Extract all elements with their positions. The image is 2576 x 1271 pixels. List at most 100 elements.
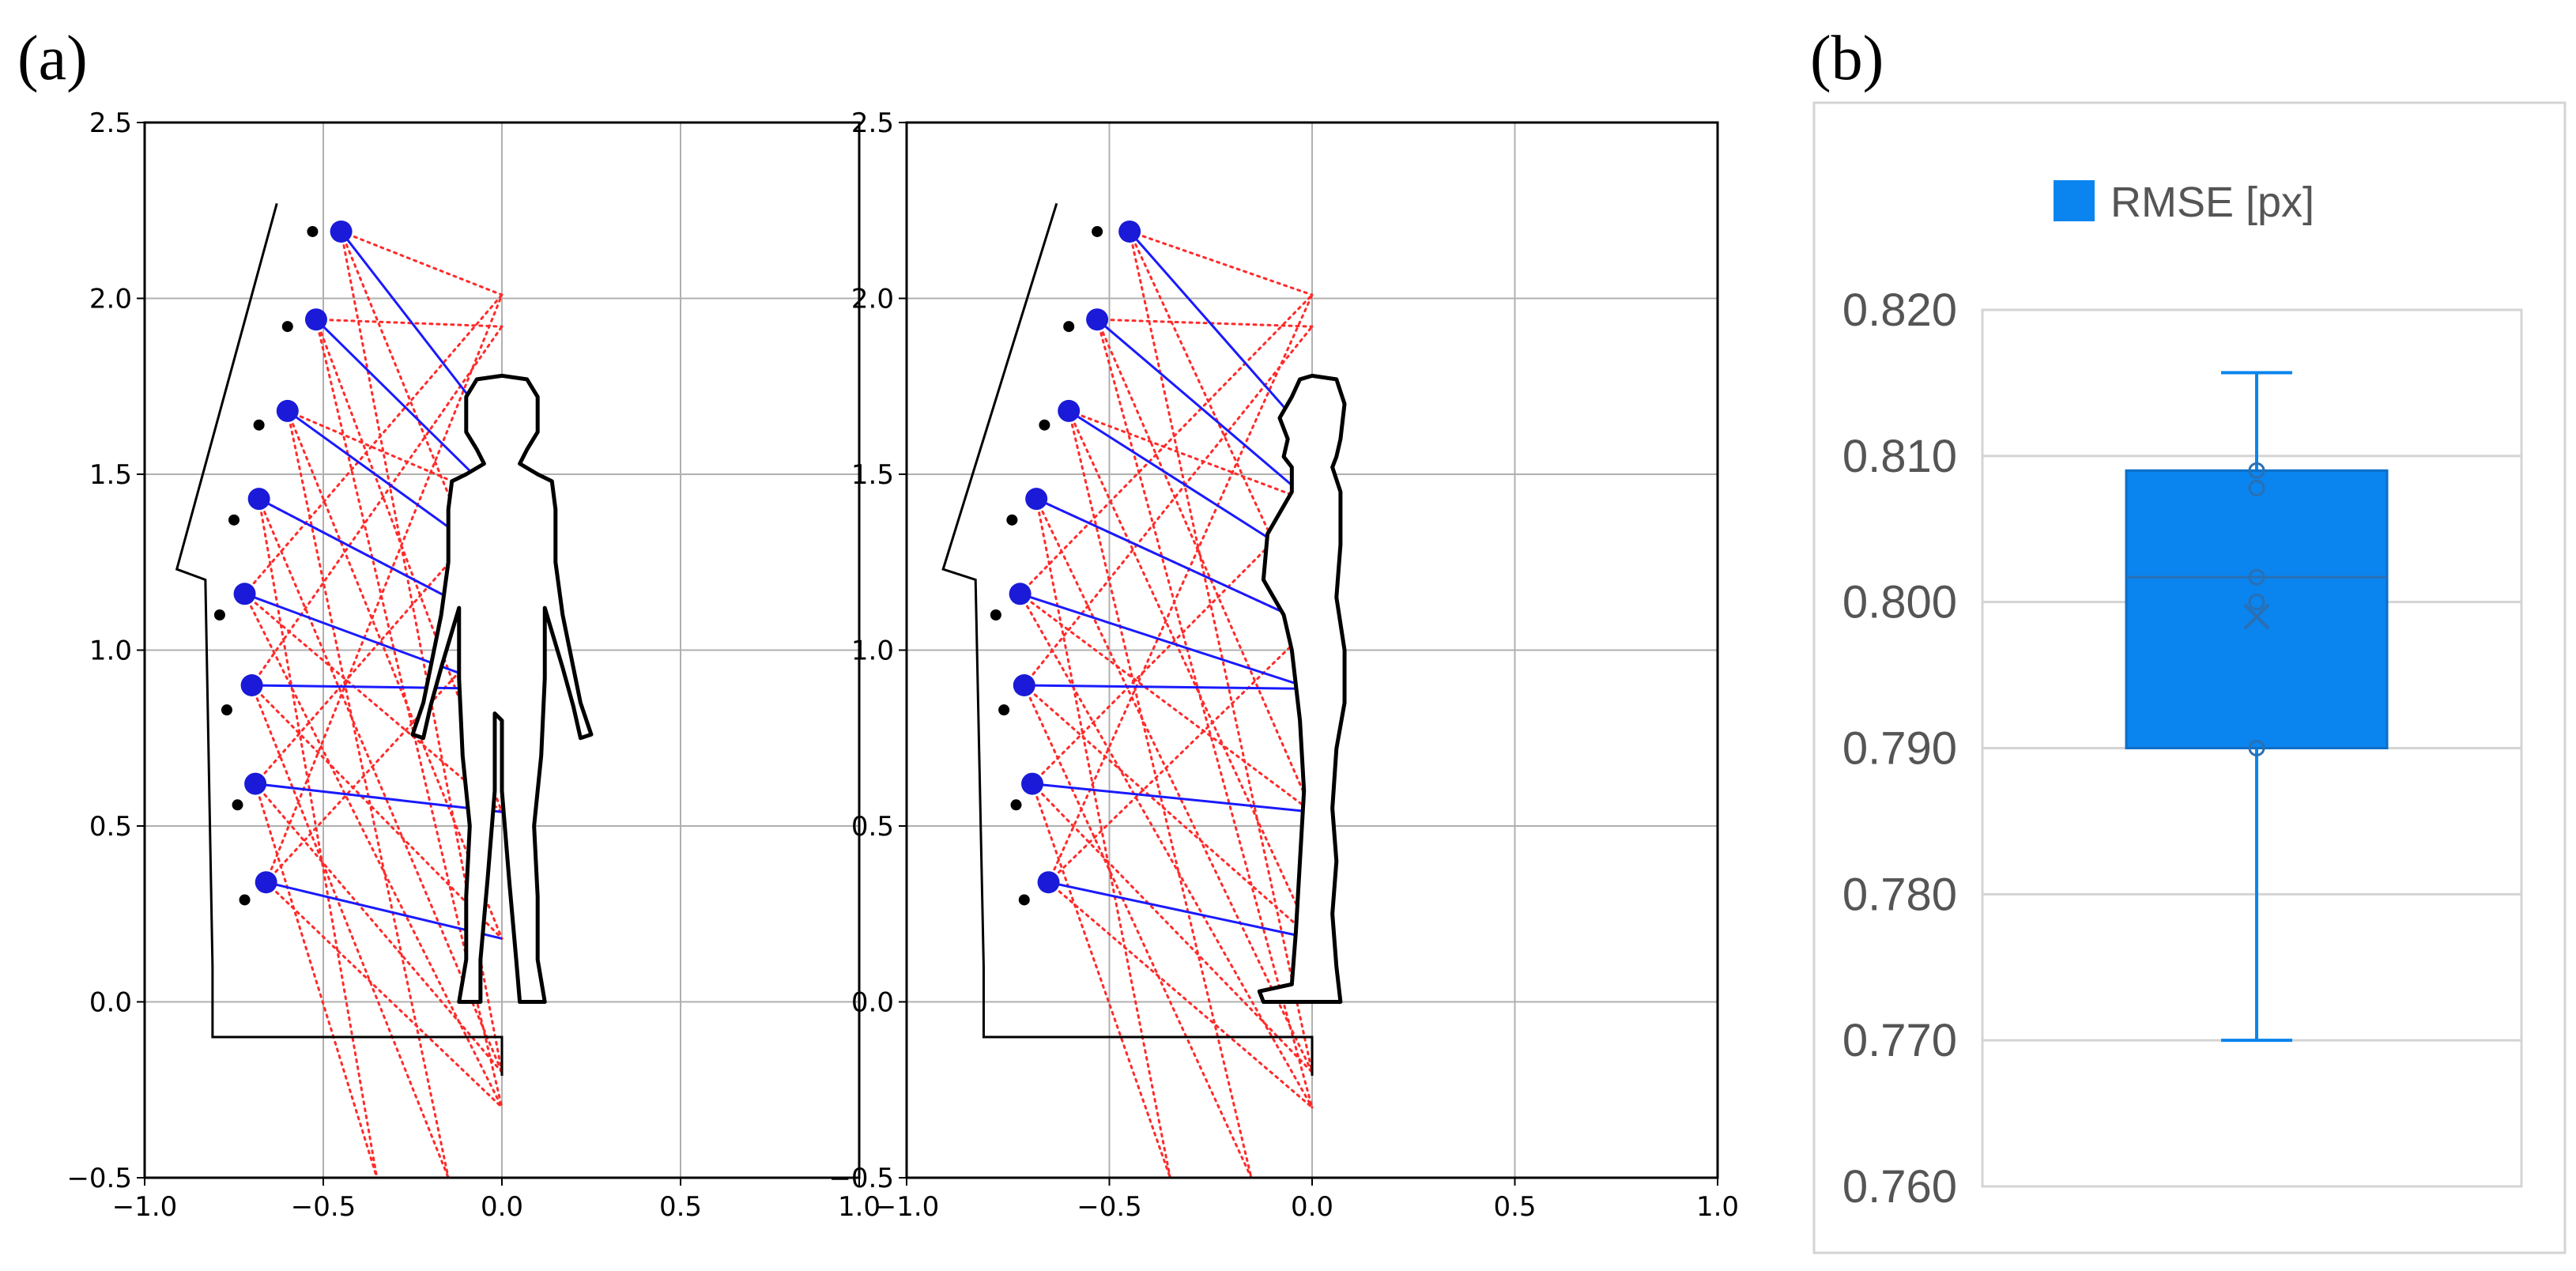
camera-point bbox=[1009, 583, 1032, 605]
reference-point bbox=[213, 609, 225, 620]
y-tick-label: 0.5 bbox=[89, 811, 132, 843]
camera-point bbox=[1037, 871, 1060, 894]
y-tick-label: 0.760 bbox=[1842, 1161, 1957, 1213]
camera-point bbox=[1025, 488, 1048, 511]
camera-point bbox=[247, 488, 270, 511]
camera-point bbox=[240, 674, 263, 696]
human-silhouette bbox=[410, 373, 594, 1004]
reference-point bbox=[1039, 419, 1050, 431]
data-point bbox=[2248, 568, 2265, 586]
red-ray bbox=[251, 684, 504, 940]
red-ray bbox=[315, 318, 504, 1109]
y-tick-label: 0.5 bbox=[851, 811, 894, 843]
red-ray bbox=[1023, 684, 1253, 1179]
blue-ray bbox=[1035, 497, 1313, 627]
blue-ray bbox=[1032, 783, 1313, 813]
red-ray bbox=[243, 293, 504, 595]
y-tick-label: 2.5 bbox=[89, 107, 132, 139]
reference-point bbox=[253, 419, 265, 431]
x-tick-label: 0.5 bbox=[659, 1191, 702, 1223]
y-tick-label: 0.770 bbox=[1842, 1015, 1957, 1066]
y-tick-label: −0.5 bbox=[66, 1163, 132, 1194]
data-point bbox=[2248, 479, 2265, 496]
red-ray bbox=[265, 881, 504, 1109]
blue-ray bbox=[1020, 592, 1313, 690]
red-ray bbox=[1035, 497, 1314, 1073]
x-tick-label: 0.5 bbox=[1493, 1191, 1536, 1223]
x-tick-label: 0.0 bbox=[481, 1191, 523, 1223]
data-point bbox=[2248, 594, 2265, 611]
y-tick-label: 2.0 bbox=[851, 284, 894, 315]
red-ray bbox=[1067, 409, 1314, 940]
reference-point bbox=[1092, 225, 1103, 237]
reference-point bbox=[1063, 321, 1075, 333]
reference-point bbox=[228, 514, 239, 526]
red-ray bbox=[286, 409, 450, 1179]
reference-point bbox=[998, 704, 1010, 716]
blue-ray bbox=[1129, 230, 1314, 440]
red-ray bbox=[258, 497, 379, 1179]
x-tick-label: −0.5 bbox=[1077, 1191, 1142, 1223]
red-ray bbox=[1047, 293, 1314, 884]
blue-ray bbox=[266, 881, 503, 940]
camera-point bbox=[276, 399, 299, 422]
y-tick-label: 0.0 bbox=[851, 987, 894, 1019]
reference-point bbox=[232, 799, 243, 811]
reference-point bbox=[1010, 799, 1022, 811]
x-tick-label: −1.0 bbox=[112, 1191, 178, 1223]
data-point bbox=[2248, 740, 2265, 756]
y-tick-label: 1.5 bbox=[89, 459, 132, 491]
booth-outline bbox=[941, 202, 1314, 1076]
reference-point bbox=[221, 704, 232, 716]
mean-marker bbox=[2243, 603, 2270, 630]
camera-point bbox=[1058, 399, 1081, 422]
red-ray bbox=[1019, 592, 1314, 813]
blue-ray bbox=[1024, 684, 1313, 690]
human-silhouette bbox=[1257, 373, 1347, 1004]
y-tick-label: 1.0 bbox=[851, 636, 894, 667]
x-tick-label: 1.0 bbox=[1696, 1191, 1739, 1223]
x-tick-label: −1.0 bbox=[874, 1191, 940, 1223]
red-ray bbox=[1023, 325, 1314, 687]
red-ray bbox=[1019, 592, 1314, 1109]
y-tick-label: 0.810 bbox=[1842, 431, 1957, 482]
reference-point bbox=[239, 894, 251, 906]
blue-ray bbox=[1048, 881, 1313, 940]
x-tick-label: 1.0 bbox=[838, 1191, 881, 1223]
red-ray bbox=[1031, 783, 1314, 1073]
red-ray bbox=[1035, 497, 1171, 1179]
reference-point bbox=[990, 609, 1001, 620]
plot-side-view: −1.0 −0.5 0.0 0.5 1.0−0.50.00.51.01.52.02.5 bbox=[828, 107, 1739, 1223]
red-ray bbox=[1023, 684, 1314, 940]
data-point bbox=[2248, 462, 2265, 479]
red-ray bbox=[254, 783, 504, 1073]
camera-point bbox=[304, 308, 327, 331]
red-ray bbox=[340, 230, 504, 296]
camera-point bbox=[1021, 772, 1044, 795]
red-ray bbox=[1096, 318, 1314, 328]
reference-point bbox=[281, 321, 293, 333]
camera-point bbox=[1118, 220, 1141, 243]
y-tick-label: 1.0 bbox=[89, 636, 132, 667]
y-tick-label: −0.5 bbox=[828, 1163, 894, 1194]
plot-front-view: −1.0 −0.5 0.0 0.5 1.0−0.50.00.51.01.52.02.5 bbox=[66, 107, 881, 1223]
red-ray bbox=[315, 318, 504, 328]
y-tick-label: 0.790 bbox=[1842, 723, 1957, 775]
y-tick-label: 0.800 bbox=[1842, 577, 1957, 628]
x-tick-label: 0.0 bbox=[1291, 1191, 1333, 1223]
red-ray bbox=[1019, 293, 1314, 595]
red-ray bbox=[315, 318, 504, 813]
legend-swatch bbox=[2054, 180, 2095, 221]
camera-point bbox=[255, 871, 277, 894]
red-ray bbox=[1096, 318, 1314, 813]
y-tick-label: 0.820 bbox=[1842, 285, 1957, 336]
camera-point bbox=[233, 583, 256, 605]
red-ray bbox=[1047, 881, 1314, 1109]
red-ray bbox=[1067, 409, 1253, 1179]
x-tick-label: −0.5 bbox=[291, 1191, 356, 1223]
y-tick-label: 0.780 bbox=[1842, 869, 1957, 920]
reference-point bbox=[1018, 894, 1030, 906]
red-ray bbox=[254, 783, 379, 1179]
red-ray bbox=[286, 409, 504, 940]
